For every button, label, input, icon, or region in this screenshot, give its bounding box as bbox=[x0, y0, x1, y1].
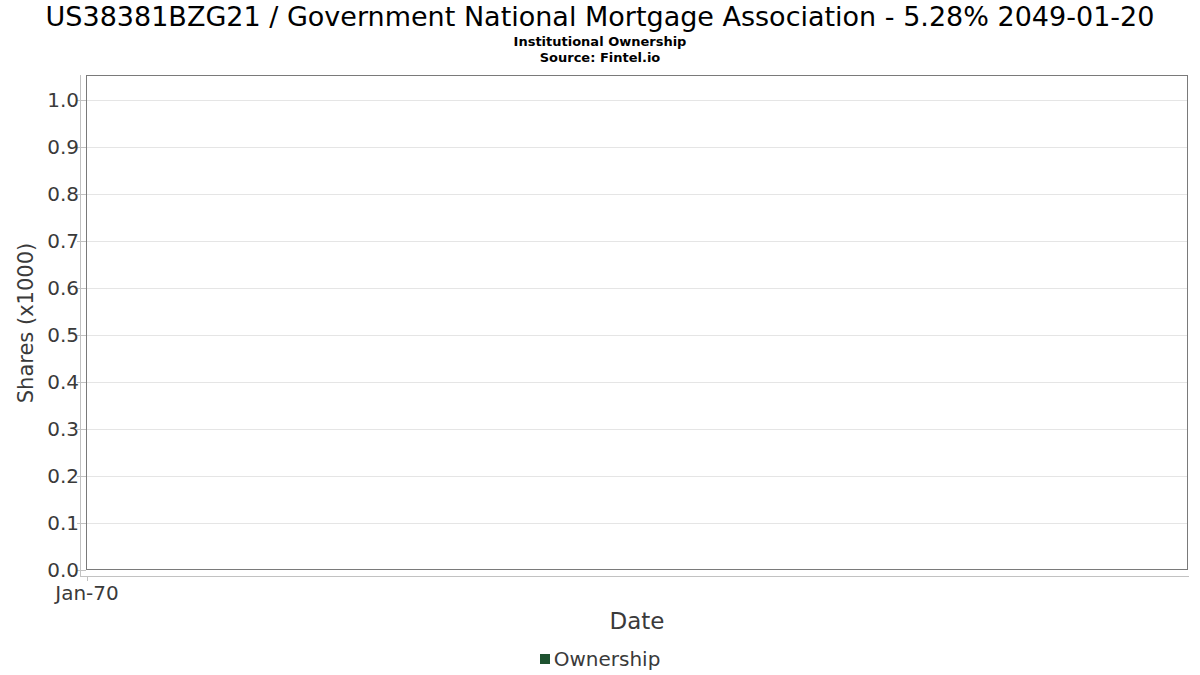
ytick-label: 0.9 bbox=[0, 136, 79, 158]
y-axis-line bbox=[80, 75, 81, 576]
ytick-label: 0.5 bbox=[0, 324, 79, 346]
ytick-label: 0.7 bbox=[0, 230, 79, 252]
ytick-label: 0.0 bbox=[0, 559, 79, 581]
ytick-label: 0.1 bbox=[0, 512, 79, 534]
chart-subtitle: Institutional Ownership bbox=[0, 34, 1200, 49]
ytick-label: 1.0 bbox=[0, 89, 79, 111]
ytick-label: 0.8 bbox=[0, 183, 79, 205]
x-axis-title: Date bbox=[537, 608, 737, 634]
chart-source-label: Source: Fintel.io bbox=[0, 50, 1200, 65]
legend-label-ownership: Ownership bbox=[554, 648, 661, 670]
y-axis-title: Shares (x1000) bbox=[13, 223, 39, 423]
legend-marker-ownership bbox=[540, 654, 550, 664]
ytick-label: 0.2 bbox=[0, 465, 79, 487]
ytick-label: 0.4 bbox=[0, 371, 79, 393]
ytick-label: 0.3 bbox=[0, 418, 79, 440]
chart-page: US38381BZG21 / Government National Mortg… bbox=[0, 0, 1200, 675]
chart-title: US38381BZG21 / Government National Mortg… bbox=[0, 1, 1200, 33]
ytick-label: 0.6 bbox=[0, 277, 79, 299]
plot-area bbox=[86, 75, 1188, 570]
chart-legend: Ownership bbox=[0, 648, 1200, 670]
x-axis-line bbox=[80, 576, 1189, 577]
xtick-label: Jan-70 bbox=[37, 581, 137, 605]
